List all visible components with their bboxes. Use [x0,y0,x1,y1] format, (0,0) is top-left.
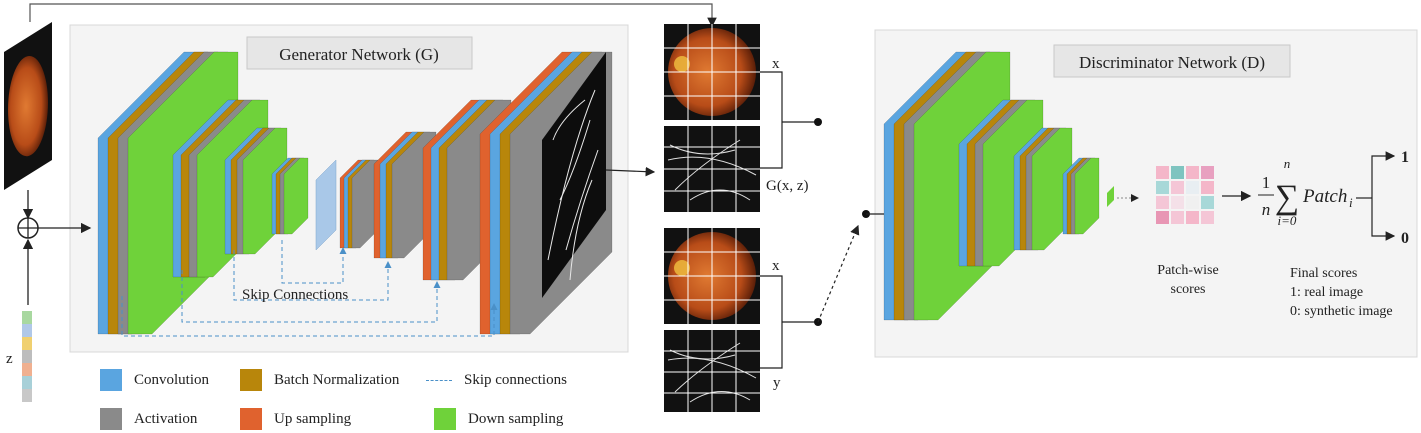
patch-cell [1201,211,1214,224]
pair-top-g-label: G(x, z) [766,178,808,194]
pair-top [664,24,822,212]
output-one-label: 1 [1401,149,1409,166]
output-one-arrow [1371,151,1396,198]
input-x-fundus-image [8,55,48,157]
pair-bottom-x-label: x [772,258,780,274]
patch-cell [1171,166,1184,179]
disc-block-4 [1062,157,1100,235]
patch-label-line1: Patch-wise [1157,263,1218,278]
svg-text:∑: ∑ [1275,179,1299,216]
input-z-label: z [6,351,13,367]
patch-cell [1201,181,1214,194]
legend-activation-swatch [100,408,122,430]
legend-up-sampling-swatch [240,408,262,430]
svg-text:i=0: i=0 [1278,213,1297,228]
patch-cell [1186,166,1199,179]
skip-connection-lines [121,240,498,337]
legend-activation-label: Activation [134,410,198,427]
pair-top-x-label: x [772,56,780,72]
patch-cell [1171,211,1184,224]
input-x-feed-line [29,3,717,28]
patch-label-line2: scores [1171,282,1206,297]
discriminator-title: Discriminator Network (D) [1079,53,1265,72]
generated-vessel-map [542,52,606,298]
generator-title-box [246,36,473,70]
pair-bottom [664,228,822,412]
legend-batch-norm-swatch [240,369,262,391]
svg-text:1: 1 [1262,173,1271,192]
patch-cell [1171,196,1184,209]
legend-batch-norm: Batch Normalization [240,369,399,391]
legend-up-sampling: Up sampling [240,408,351,430]
legend-convolution: Convolution [100,369,209,391]
legend-down-sampling: Down sampling [434,408,563,430]
legend-up-sampling-label: Up sampling [274,410,352,427]
legend-convolution-swatch [100,369,122,391]
svg-text:i: i [1349,195,1353,210]
legend: Convolution Batch Normalization Skip con… [100,366,620,432]
average-patch-formula: 1 n n ∑ i=0 Patch i [1258,156,1353,228]
legend-convolution-label: Convolution [134,371,210,388]
svg-text:Patch: Patch [1302,186,1347,207]
legend-activation: Activation [100,408,197,430]
legend-skip: Skip connections [426,372,567,389]
generated-vessel-lines [547,89,599,281]
pair-bottom-y-label: y [773,375,781,391]
legend-down-sampling-swatch [434,408,456,430]
discriminator-layers [883,51,1100,321]
legend-down-sampling-label: Down sampling [468,410,564,427]
discriminator-title-box [1053,44,1291,78]
bottleneck-block [315,159,337,251]
final-scores-title: Final scores [1290,266,1357,281]
final-scores-line1: 1: real image [1290,285,1363,300]
disc-block-2 [958,99,1044,267]
svg-text:n: n [1262,200,1271,219]
disc-block-3 [1013,127,1073,251]
patch-cell [1201,196,1214,209]
patch-cell [1201,166,1214,179]
generator-output-arrow [605,166,656,177]
patch-cell [1186,181,1199,194]
patch-cell [1186,196,1199,209]
discriminator-output-cube [1107,186,1114,207]
patch-cell [1156,166,1169,179]
gen-block-3 [224,127,288,255]
patch-cell [1156,196,1169,209]
final-scores-line2: 0: synthetic image [1290,304,1393,319]
patch-cell [1156,211,1169,224]
skip-connections-label: Skip Connections [242,287,348,303]
output-zero-arrow [1371,198,1396,241]
gen-block-4-layer-3 [283,157,309,235]
z-noise-vector [22,311,32,402]
gen-block-5 [339,159,379,249]
patch-score-grid [1156,166,1214,224]
output-zero-label: 0 [1401,230,1409,247]
pair-to-discriminator-arrow [817,224,860,323]
patch-cell [1186,211,1199,224]
legend-skip-swatch [426,380,452,381]
gen-block-4 [271,157,309,235]
legend-skip-label: Skip connections [464,372,567,388]
svg-text:n: n [1284,156,1291,171]
patch-cell [1156,181,1169,194]
patch-cell [1171,181,1184,194]
generator-title: Generator Network (G) [279,45,439,64]
legend-batch-norm-label: Batch Normalization [274,371,400,388]
disc-block-4-layer-3 [1074,157,1100,235]
